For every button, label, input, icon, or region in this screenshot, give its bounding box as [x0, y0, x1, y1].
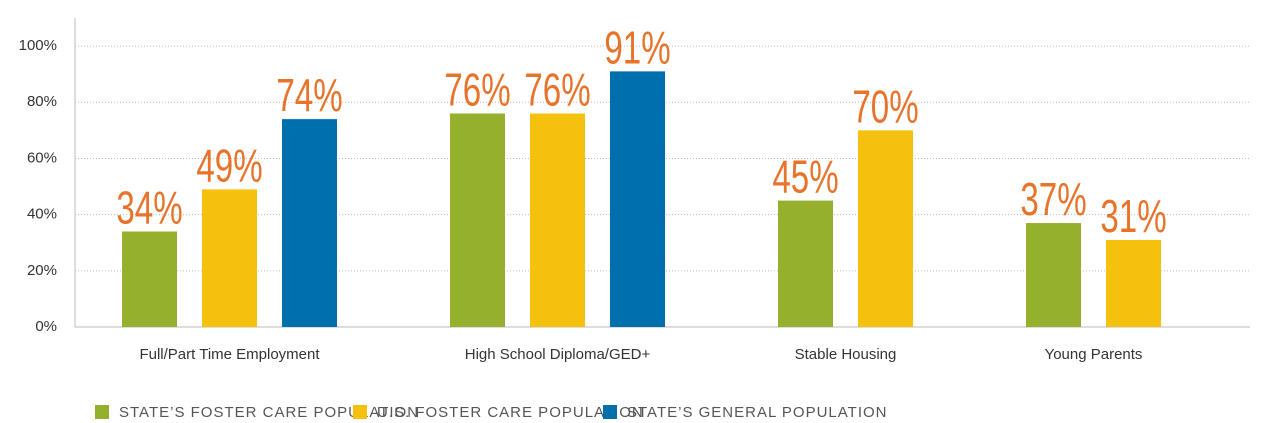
- legend-swatch: [603, 405, 617, 419]
- x-tick-label: Stable Housing: [795, 346, 897, 363]
- value-label: 91%: [604, 23, 670, 73]
- x-tick-label: High School Diploma/GED+: [465, 346, 651, 363]
- y-tick-label: 80%: [27, 93, 57, 110]
- value-label: 31%: [1100, 192, 1166, 242]
- legend-label: STATE’S FOSTER CARE POPULATION: [119, 404, 419, 421]
- bar: [202, 189, 257, 327]
- value-label: 34%: [116, 183, 182, 233]
- value-label: 45%: [772, 152, 838, 202]
- bar: [530, 113, 585, 327]
- y-tick-label: 60%: [27, 149, 57, 166]
- legend-label: STATE’S GENERAL POPULATION: [627, 404, 888, 421]
- bar: [778, 200, 833, 327]
- legend-swatch: [353, 405, 367, 419]
- x-tick-label: Young Parents: [1045, 346, 1143, 363]
- value-label: 76%: [524, 65, 590, 115]
- bar: [610, 71, 665, 327]
- value-label: 37%: [1020, 175, 1086, 225]
- bar: [282, 119, 337, 327]
- value-label: 76%: [444, 65, 510, 115]
- y-tick-label: 40%: [27, 206, 57, 223]
- x-tick-label: Full/Part Time Employment: [139, 346, 320, 363]
- bar: [858, 130, 913, 327]
- y-tick-label: 0%: [35, 318, 57, 335]
- bar: [450, 113, 505, 327]
- bar: [122, 231, 177, 327]
- legend-label: U.S. FOSTER CARE POPULATION: [377, 404, 644, 421]
- value-label: 74%: [276, 71, 342, 121]
- y-tick-label: 20%: [27, 262, 57, 279]
- value-label: 70%: [852, 82, 918, 132]
- bar: [1026, 223, 1081, 327]
- bar: [1106, 239, 1161, 327]
- y-tick-label: 100%: [19, 37, 57, 54]
- legend-swatch: [95, 405, 109, 419]
- value-label: 49%: [196, 141, 262, 191]
